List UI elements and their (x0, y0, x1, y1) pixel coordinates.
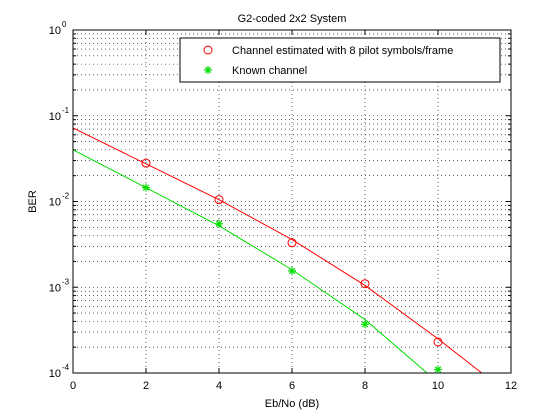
data-point (214, 195, 224, 205)
legend-box (179, 37, 501, 83)
axes-box (72, 29, 512, 374)
x-tick-label: 0 (70, 380, 76, 392)
y-tick-label: 10 (49, 25, 61, 37)
x-tick-label: 10 (432, 380, 444, 392)
y-tick-exponent: -2 (62, 192, 70, 201)
star-stroke (361, 321, 369, 328)
y-tick-label: 10 (49, 111, 61, 123)
y-tick-label: 10 (49, 368, 61, 380)
data-point (142, 183, 150, 192)
star-stroke (142, 184, 150, 191)
y-tick-label: 10 (49, 282, 61, 294)
data-point (215, 219, 223, 228)
grid (73, 30, 511, 373)
y-tick-exponent: -3 (62, 277, 70, 286)
y-tick-label: 10 (49, 197, 61, 209)
legend-label: Channel estimated with 8 pilot symbols/f… (232, 45, 453, 57)
x-tick-label: 2 (143, 380, 149, 392)
data-point (433, 337, 443, 347)
data-point (434, 365, 442, 373)
star-stroke (204, 66, 212, 74)
series-0 (73, 127, 483, 373)
x-tick-label: 6 (289, 380, 295, 392)
x-tick-label: 8 (362, 380, 368, 392)
data-point (141, 158, 151, 168)
legend-label: Known channel (232, 65, 307, 77)
x-axis-label: Eb/No (dB) (265, 398, 319, 410)
y-axis-label: BER (27, 190, 39, 213)
series-line (73, 127, 483, 373)
star-stroke (434, 366, 442, 373)
legend: Channel estimated with 8 pilot symbols/f… (179, 37, 501, 83)
data-point (287, 238, 297, 248)
legend-marker (204, 66, 212, 74)
y-tick-exponent: 0 (62, 20, 67, 29)
chart-title: G2-coded 2x2 System (238, 13, 347, 25)
data-point (361, 320, 369, 329)
legend-marker (203, 45, 213, 55)
x-tick-label: 4 (216, 380, 222, 392)
y-tick-exponent: -4 (62, 363, 70, 372)
series-line (73, 149, 428, 373)
star-stroke (215, 220, 223, 227)
data-point (360, 279, 370, 289)
star-stroke (288, 267, 296, 275)
x-tick-label: 12 (505, 380, 517, 392)
data-point (288, 266, 296, 275)
series-1 (73, 149, 442, 373)
y-tick-exponent: -1 (62, 106, 70, 115)
